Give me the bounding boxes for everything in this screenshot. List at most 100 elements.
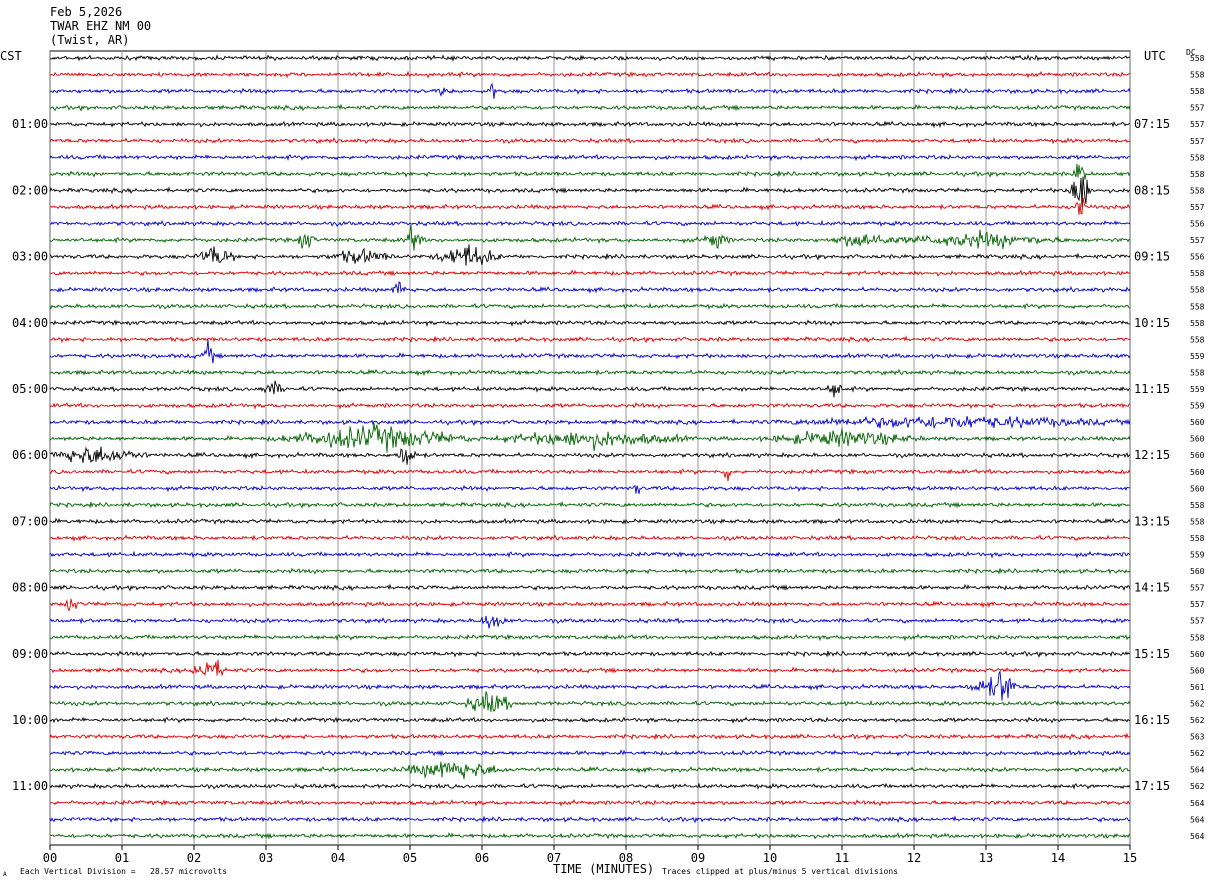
seismic-trace [49, 82, 1131, 99]
seismic-trace [49, 219, 1131, 228]
seismic-trace [49, 103, 1131, 112]
seismic-trace [49, 716, 1131, 725]
right-time-label: 07:15 [1134, 117, 1170, 131]
dc-offset-label: 564 [1190, 766, 1205, 775]
seismic-trace [49, 244, 1131, 266]
header-location: (Twist, AR) [50, 33, 130, 47]
dc-offset-label: 557 [1190, 600, 1205, 609]
seismic-trace [49, 339, 1131, 364]
dc-offset-label: 562 [1190, 716, 1205, 725]
seismic-trace [49, 615, 1131, 629]
dc-offset-label: 561 [1190, 683, 1205, 692]
x-tick-label: 10 [763, 851, 777, 865]
dc-offset-label: 557 [1190, 203, 1205, 212]
dc-offset-label: 559 [1190, 551, 1205, 560]
dc-offset-label: 558 [1190, 319, 1205, 328]
dc-label: DC [1186, 48, 1196, 57]
dc-offset-label: 560 [1190, 567, 1205, 576]
dc-offset-label: 562 [1190, 782, 1205, 791]
right-time-label: 15:15 [1134, 647, 1170, 661]
seismic-trace [49, 815, 1131, 824]
dc-offset-label: 556 [1190, 220, 1205, 229]
seismic-trace [49, 446, 1131, 465]
seismic-trace [49, 54, 1131, 63]
dc-offset-label: 564 [1190, 815, 1205, 824]
seismic-trace [49, 423, 1131, 453]
dc-offset-label: 557 [1190, 137, 1205, 146]
left-time-label: 03:00 [12, 250, 48, 264]
seismic-trace [49, 761, 1131, 780]
header-date: Feb 5,2026 [50, 5, 123, 19]
dc-offset-label: 562 [1190, 699, 1205, 708]
clip-note: Traces clipped at plus/minus 5 vertical … [662, 867, 899, 876]
seismic-trace [49, 401, 1131, 410]
seismic-trace [49, 176, 1131, 208]
dc-offset-label: 557 [1190, 236, 1205, 245]
dc-offset-label: 557 [1190, 584, 1205, 593]
x-tick-label: 05 [403, 851, 417, 865]
seismic-trace [49, 70, 1131, 79]
dc-offset-label: 558 [1190, 534, 1205, 543]
left-time-label: 04:00 [12, 316, 48, 330]
seismic-trace [49, 120, 1131, 129]
seismic-trace [49, 782, 1131, 790]
seismic-trace [49, 598, 1130, 612]
x-tick-label: 01 [115, 851, 129, 865]
right-time-label: 12:15 [1134, 448, 1170, 462]
x-tick-label: 02 [187, 851, 201, 865]
scale-note: Each Vertical Division = 28.57 microvolt… [20, 867, 228, 876]
seismic-trace [49, 749, 1131, 757]
right-timezone-label: UTC [1144, 49, 1166, 63]
right-time-label: 09:15 [1134, 250, 1170, 264]
plot-frame [49, 50, 1131, 846]
seismic-trace [49, 302, 1131, 310]
x-tick-label: 14 [1051, 851, 1065, 865]
dc-offset-label: 558 [1190, 71, 1205, 80]
x-tick-label: 12 [907, 851, 921, 865]
seismic-trace [49, 415, 1131, 429]
right-time-label: 13:15 [1134, 514, 1170, 528]
dc-offset-label: 560 [1190, 650, 1205, 659]
x-tick-label: 11 [835, 851, 849, 865]
seismic-trace [49, 567, 1131, 575]
seismic-trace [49, 517, 1131, 525]
dc-offset-label: 564 [1190, 832, 1205, 841]
seismic-trace [49, 633, 1131, 642]
left-timezone-label: CST [0, 49, 22, 63]
dc-offset-label: 560 [1190, 484, 1205, 493]
dc-offset-label: 558 [1190, 335, 1205, 344]
left-time-label: 07:00 [12, 514, 48, 528]
right-time-label: 16:15 [1134, 713, 1170, 727]
seismic-trace [49, 281, 1131, 294]
dc-offset-label: 563 [1190, 733, 1205, 742]
seismic-trace [49, 832, 1131, 840]
right-time-label: 17:15 [1134, 779, 1170, 793]
seismic-trace [49, 659, 1131, 677]
seismic-trace [49, 197, 1131, 215]
seismic-trace [49, 163, 1131, 180]
x-tick-label: 03 [259, 851, 273, 865]
x-tick-label: 09 [691, 851, 705, 865]
left-time-label: 01:00 [12, 117, 48, 131]
seismic-trace [49, 335, 1131, 344]
seismic-trace [49, 650, 1131, 658]
left-time-label: 10:00 [12, 713, 48, 727]
x-tick-label: 08 [619, 851, 633, 865]
dc-offset-label: 558 [1190, 269, 1205, 278]
dc-offset-label: 557 [1190, 617, 1205, 626]
x-tick-label: 07 [547, 851, 561, 865]
seismic-trace [49, 368, 1131, 377]
left-time-label: 05:00 [12, 382, 48, 396]
dc-offset-label: 560 [1190, 468, 1205, 477]
seismic-trace [49, 468, 1131, 482]
seismic-trace [49, 225, 1131, 251]
dc-offset-label: 558 [1190, 170, 1205, 179]
dc-offset-label: 558 [1190, 87, 1205, 96]
left-time-label: 11:00 [12, 779, 48, 793]
x-tick-label: 06 [475, 851, 489, 865]
seismic-trace [49, 732, 1131, 741]
dc-offset-label: 558 [1190, 517, 1205, 526]
seismic-trace [49, 269, 1131, 277]
left-time-label: 08:00 [12, 581, 48, 595]
